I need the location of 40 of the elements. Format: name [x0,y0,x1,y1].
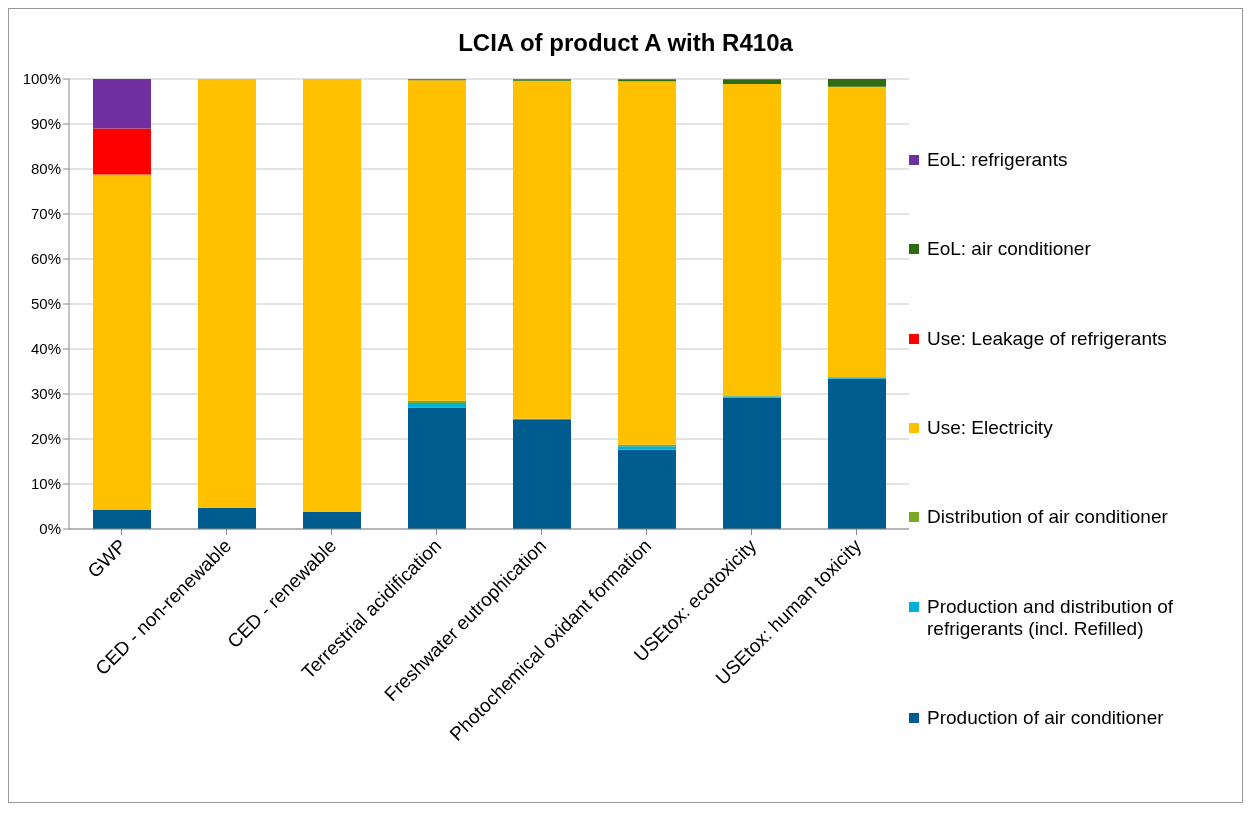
legend-label: Production of air conditioner [927,706,1164,729]
bar [723,79,781,84]
bar [198,507,256,529]
bar [723,83,781,397]
bar [828,79,886,87]
bar [93,174,151,511]
bar [618,81,676,445]
bar [828,86,886,378]
bar [723,397,781,529]
legend-label: Use: Leakage of refrigerants [927,327,1167,350]
y-tick-label: 90% [30,115,61,133]
y-tick-label: 40% [30,340,61,358]
y-tick-label: 10% [30,475,61,493]
y-tick-label: 30% [30,385,61,403]
y-tick-label: 60% [30,250,61,268]
y-tick-label: 100% [22,70,61,88]
chart-title: LCIA of product A with R410a [457,28,794,58]
bar [408,403,466,408]
y-tick-label: 70% [30,205,61,223]
bar [93,128,151,175]
legend-label: Use: Electricity [927,416,1053,439]
bar [513,80,571,419]
bar [618,449,676,529]
bar [93,79,151,129]
bar [408,407,466,529]
y-tick-label: 0% [39,520,61,538]
legend-label: EoL: air conditioner [927,238,1091,261]
y-tick-label: 20% [30,430,61,448]
bar [828,378,886,529]
legend-label: EoL: refrigerants [927,149,1068,171]
bar [198,79,256,508]
bar [303,511,361,529]
legend-label: Production and distribution of refrigerants (incl. Refilled) [927,595,1175,640]
bar [303,79,361,512]
y-tick-label: 50% [30,295,61,313]
bar [513,420,571,529]
legend-label: Distribution of air conditioner [927,506,1168,529]
y-tick-label: 80% [30,160,61,178]
bar [408,80,466,401]
bar [93,510,151,529]
